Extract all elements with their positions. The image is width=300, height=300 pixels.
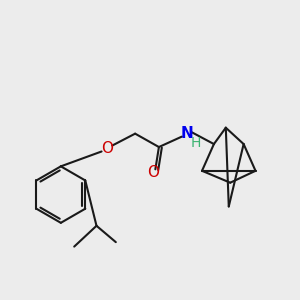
Text: O: O: [101, 141, 113, 156]
Text: H: H: [191, 136, 201, 150]
Text: N: N: [181, 126, 194, 141]
Text: O: O: [147, 165, 159, 180]
